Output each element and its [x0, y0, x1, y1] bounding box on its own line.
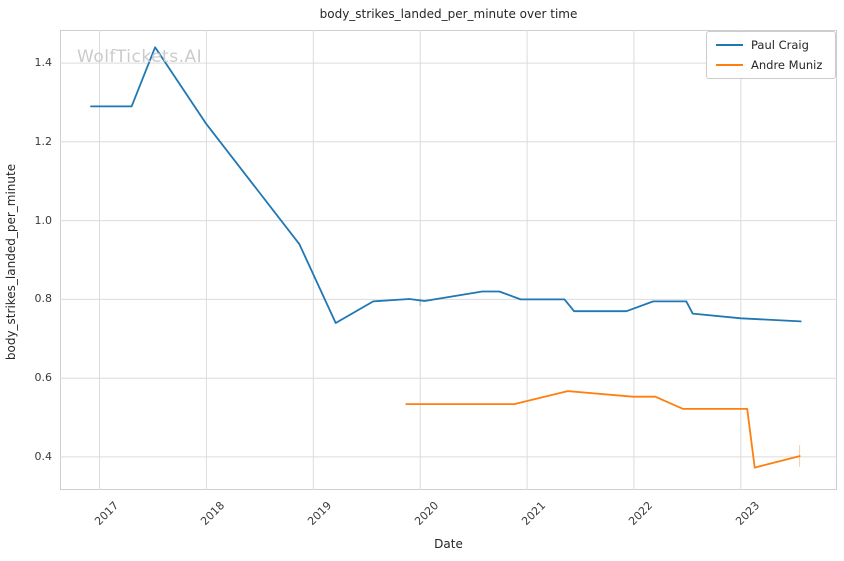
watermark-text: WolfTickets.AI — [77, 47, 203, 67]
legend-label: Paul Craig — [751, 38, 809, 52]
y-tick-label: 1.2 — [34, 135, 53, 148]
legend-item-paul-craig: Paul Craig — [716, 37, 826, 53]
y-tick-label: 0.4 — [34, 450, 53, 463]
series-line-1 — [405, 390, 801, 469]
y-tick-label: 0.6 — [34, 371, 53, 384]
legend: Paul Craig Andre Muniz — [706, 31, 836, 79]
legend-item-andre-muniz: Andre Muniz — [716, 57, 826, 73]
legend-label: Andre Muniz — [751, 58, 823, 72]
y-tick-label: 1.4 — [34, 56, 53, 69]
series-line-0 — [90, 46, 802, 324]
chart-title: body_strikes_landed_per_minute over time — [319, 7, 578, 21]
y-axis-label: body_strikes_landed_per_minute — [4, 163, 18, 361]
x-axis-label: Date — [434, 537, 463, 551]
legend-line-swatch — [716, 64, 743, 66]
plot-area — [60, 30, 837, 490]
legend-line-swatch — [716, 44, 743, 46]
y-tick-label: 1.0 — [34, 214, 53, 227]
y-tick-label: 0.8 — [34, 292, 53, 305]
